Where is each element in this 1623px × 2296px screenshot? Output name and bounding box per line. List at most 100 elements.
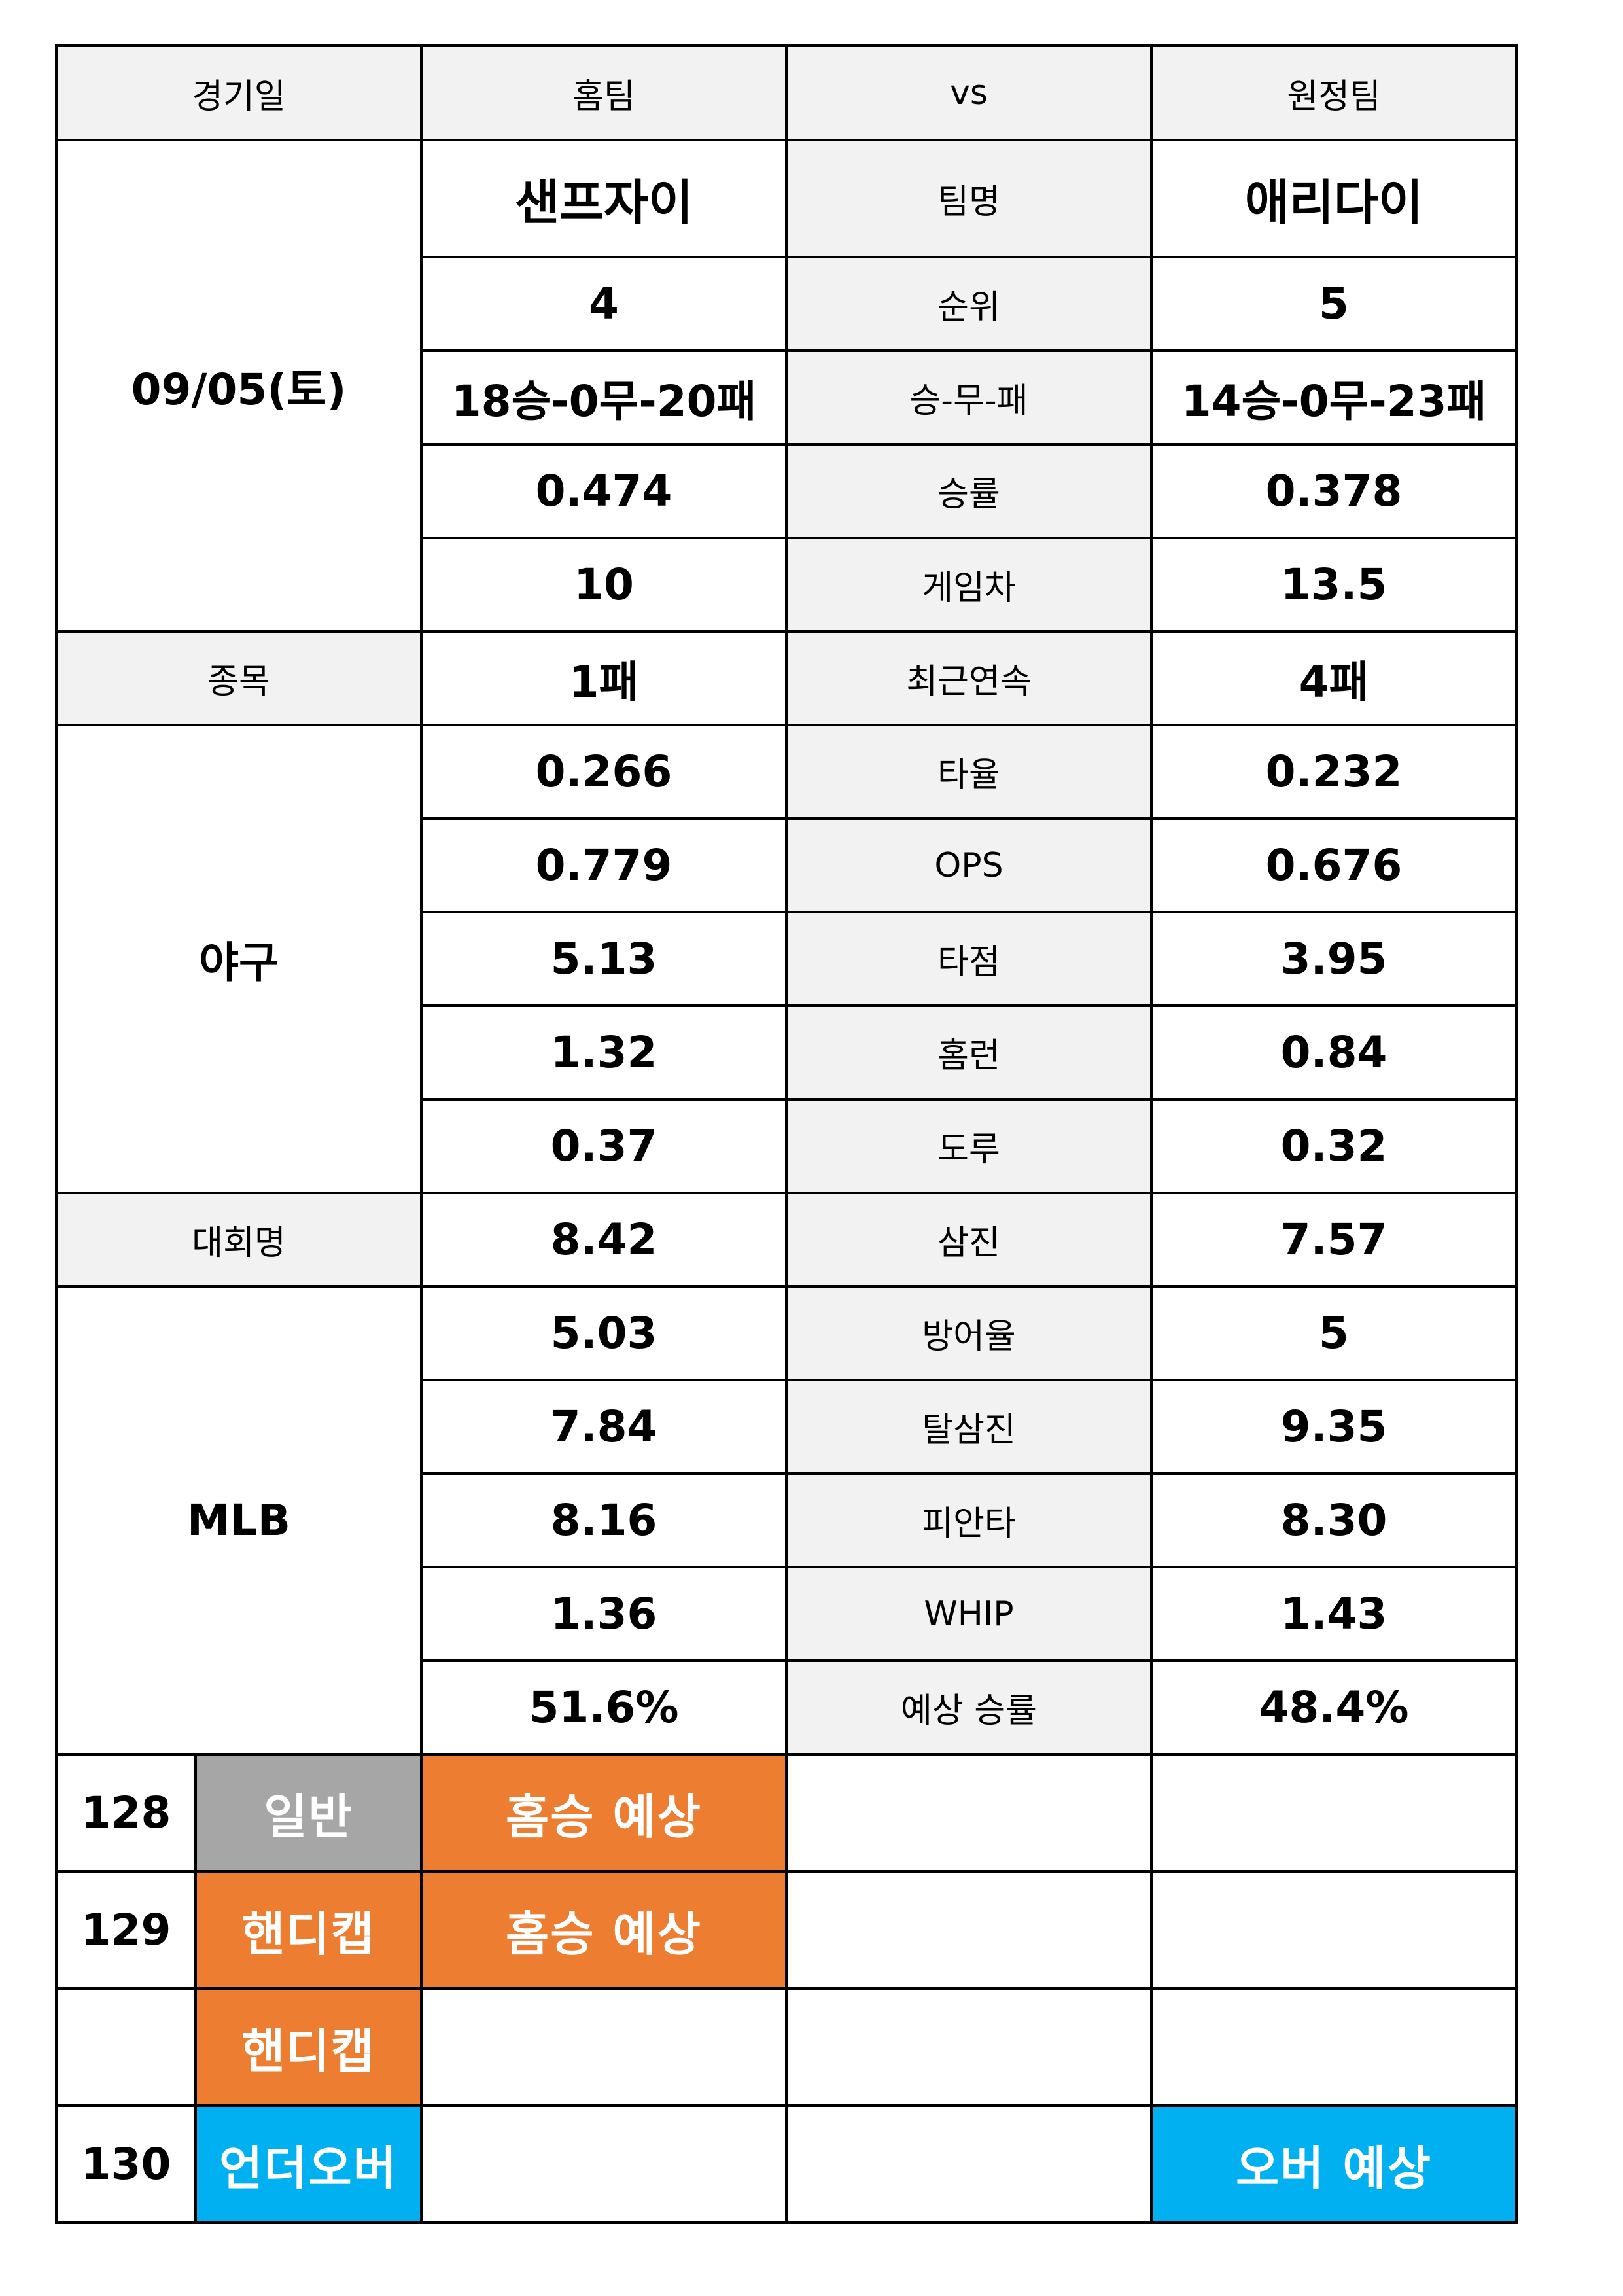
home-rbi: 5.13 xyxy=(420,911,788,1007)
sport-value: 야구 xyxy=(55,724,423,1194)
league-label: 대회명 xyxy=(55,1192,423,1288)
home-k: 7.84 xyxy=(420,1379,788,1475)
home-expected-win: 51.6% xyxy=(420,1659,788,1756)
header-date: 경기일 xyxy=(55,44,423,141)
pick-home-win: 홈승 예상 xyxy=(420,1870,788,1990)
home-ops: 0.779 xyxy=(420,817,788,913)
home-streak: 1패 xyxy=(420,630,788,726)
stat-row-hr: 1.32 홈런 0.84 xyxy=(56,1004,1518,1101)
pick-type-general: 일반 xyxy=(194,1753,423,1873)
pick-home-cell xyxy=(420,2104,788,2224)
away-streak: 4패 xyxy=(1150,630,1518,726)
home-era: 5.03 xyxy=(420,1285,788,1381)
pick-home-win: 홈승 예상 xyxy=(420,1753,788,1873)
stat-label-games-behind: 게임차 xyxy=(785,537,1153,633)
pick-row-128: 128 일반 홈승 예상 xyxy=(55,1753,1518,1873)
pick-away-cell xyxy=(1150,1753,1518,1873)
pick-type-handicap: 핸디캡 xyxy=(194,1870,423,1990)
stat-row-whip: 1.36 WHIP 1.43 xyxy=(56,1566,1518,1662)
away-whip: 1.43 xyxy=(1150,1566,1518,1662)
pick-over: 오버 예상 xyxy=(1150,2104,1518,2224)
stat-row-so: 대회명 8.42 삼진 7.57 xyxy=(55,1192,1518,1288)
pick-number: 129 xyxy=(55,1870,197,1990)
pick-row-130: 130 언더오버 오버 예상 xyxy=(55,2104,1518,2224)
stat-label-k: 탈삼진 xyxy=(785,1379,1153,1475)
stat-label-record: 승-무-패 xyxy=(785,349,1153,446)
pick-row-handicap-2: 핸디캡 xyxy=(55,1987,1518,2107)
stat-label-expected: 예상 승률 xyxy=(785,1659,1153,1756)
pick-number: 130 xyxy=(55,2104,197,2224)
stat-label-whip: WHIP xyxy=(785,1566,1153,1662)
home-avg: 0.266 xyxy=(420,724,788,820)
away-so: 7.57 xyxy=(1150,1192,1518,1288)
stat-row-rbi: 5.13 타점 3.95 xyxy=(56,911,1518,1007)
stat-row-streak: 종목 1패 최근연속 4패 xyxy=(55,630,1518,726)
stat-row-win-rate: 0.474 승률 0.378 xyxy=(56,443,1518,539)
stat-row-era: MLB 5.03 방어율 5 xyxy=(55,1285,1518,1756)
home-whip: 1.36 xyxy=(420,1566,788,1662)
away-hits-allowed: 8.30 xyxy=(1150,1472,1518,1568)
stat-label-avg: 타율 xyxy=(785,724,1153,820)
stat-label-hits-allowed: 피안타 xyxy=(785,1472,1153,1568)
pick-number: 128 xyxy=(55,1753,197,1873)
away-expected-win: 48.4% xyxy=(1150,1659,1518,1756)
home-rank: 4 xyxy=(420,256,788,352)
stat-label-sb: 도루 xyxy=(785,1098,1153,1194)
stat-row-k: 7.84 탈삼진 9.35 xyxy=(56,1379,1518,1475)
away-hr: 0.84 xyxy=(1150,1004,1518,1101)
home-record: 18승-0무-20패 xyxy=(420,349,788,446)
home-team-name: 샌프자이 xyxy=(420,139,788,258)
stat-label-era: 방어율 xyxy=(785,1285,1153,1381)
stat-row-avg: 야구 0.266 타율 0.232 xyxy=(55,724,1518,1194)
header-vs: vs xyxy=(785,44,1153,141)
stat-label-hr: 홈런 xyxy=(785,1004,1153,1101)
stat-row-team: 09/05(토) 샌프자이 팀명 애리다이 xyxy=(55,139,1518,633)
away-rbi: 3.95 xyxy=(1150,911,1518,1007)
pick-number xyxy=(55,1987,197,2107)
stat-row-hits-allowed: 8.16 피안타 8.30 xyxy=(56,1472,1518,1568)
pick-home-cell xyxy=(420,1987,788,2107)
away-games-behind: 13.5 xyxy=(1150,537,1518,633)
stat-row-games-behind: 10 게임차 13.5 xyxy=(56,537,1518,633)
league-value: MLB xyxy=(55,1285,423,1756)
away-ops: 0.676 xyxy=(1150,817,1518,913)
stat-label-streak: 최근연속 xyxy=(785,630,1153,726)
stat-label-rank: 순위 xyxy=(785,256,1153,352)
stat-label-rbi: 타점 xyxy=(785,911,1153,1007)
pick-type-handicap: 핸디캡 xyxy=(194,1987,423,2107)
header-home: 홈팀 xyxy=(420,44,788,141)
stat-row-sb: 0.37 도루 0.32 xyxy=(56,1098,1518,1194)
away-win-rate: 0.378 xyxy=(1150,443,1518,539)
stat-label-team: 팀명 xyxy=(785,139,1153,258)
pick-away-cell xyxy=(1150,1987,1518,2107)
home-games-behind: 10 xyxy=(420,537,788,633)
stat-row-record: 18승-0무-20패 승-무-패 14승-0무-23패 xyxy=(56,349,1518,446)
home-so: 8.42 xyxy=(420,1192,788,1288)
away-rank: 5 xyxy=(1150,256,1518,352)
pick-type-under-over: 언더오버 xyxy=(194,2104,423,2224)
away-era: 5 xyxy=(1150,1285,1518,1381)
sport-label: 종목 xyxy=(55,630,423,726)
header-away: 원정팀 xyxy=(1150,44,1518,141)
home-win-rate: 0.474 xyxy=(420,443,788,539)
stat-row-expected: 51.6% 예상 승률 48.4% xyxy=(56,1659,1518,1756)
header-row: 경기일 홈팀 vs 원정팀 xyxy=(55,44,1518,141)
stat-row-rank: 4 순위 5 xyxy=(56,256,1518,352)
pick-draw-cell xyxy=(785,1987,1153,2107)
match-analysis-table: 경기일 홈팀 vs 원정팀 09/05(토) 샌프자이 팀명 애리다이 4 순위… xyxy=(55,44,1518,2224)
pick-away-cell xyxy=(1150,1870,1518,1990)
home-hr: 1.32 xyxy=(420,1004,788,1101)
home-hits-allowed: 8.16 xyxy=(420,1472,788,1568)
stat-label-ops: OPS xyxy=(785,817,1153,913)
away-record: 14승-0무-23패 xyxy=(1150,349,1518,446)
home-sb: 0.37 xyxy=(420,1098,788,1194)
match-date: 09/05(토) xyxy=(55,139,423,633)
pick-draw-cell xyxy=(785,1870,1153,1990)
pick-draw-cell xyxy=(785,1753,1153,1873)
pick-draw-cell xyxy=(785,2104,1153,2224)
away-team-name: 애리다이 xyxy=(1150,139,1518,258)
stat-label-win-rate: 승률 xyxy=(785,443,1153,539)
away-avg: 0.232 xyxy=(1150,724,1518,820)
pick-row-129: 129 핸디캡 홈승 예상 xyxy=(55,1870,1518,1990)
stat-label-so: 삼진 xyxy=(785,1192,1153,1288)
